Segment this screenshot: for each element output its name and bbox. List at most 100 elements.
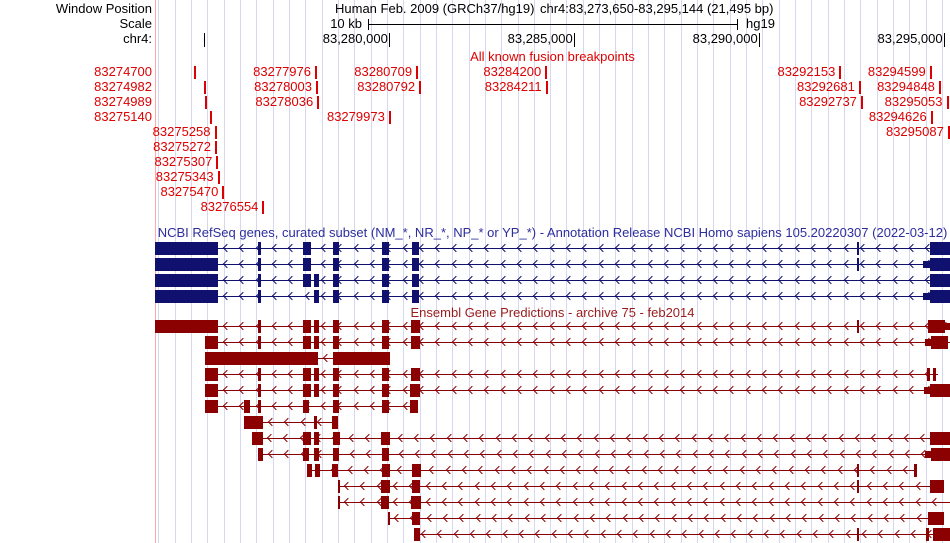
breakpoint-label[interactable]: 83294599 — [867, 64, 926, 79]
breakpoint-tick[interactable] — [215, 141, 217, 154]
breakpoint-tick[interactable] — [217, 171, 220, 184]
strand-arrow-left-icon — [637, 497, 647, 507]
breakpoint-label[interactable]: 83275470 — [160, 184, 219, 199]
strand-arrow-left-icon — [266, 433, 276, 443]
refseq-track-title[interactable]: NCBI RefSeq genes, curated subset (NM_*,… — [157, 225, 948, 240]
strand-arrow-left-icon — [605, 481, 614, 491]
exon-block — [412, 290, 419, 303]
breakpoint-label[interactable]: 83275307 — [154, 154, 213, 169]
breakpoint-tick[interactable] — [938, 81, 941, 94]
gridline — [599, 0, 601, 543]
breakpoint-label[interactable]: 83280709 — [354, 64, 413, 79]
strand-arrow-left-icon — [551, 529, 560, 539]
breakpoint-label[interactable]: 83292681 — [796, 79, 855, 94]
breakpoint-label[interactable]: 83278036 — [255, 94, 314, 109]
gridline — [501, 0, 503, 543]
exon-block — [303, 242, 311, 255]
breakpoint-label[interactable]: 83294848 — [877, 79, 935, 94]
breakpoint-label[interactable]: 83275258 — [152, 124, 211, 139]
breakpoint-tick[interactable] — [316, 81, 318, 94]
breakpoint-tick[interactable] — [545, 66, 548, 79]
breakpoint-tick[interactable] — [929, 66, 932, 79]
breakpoint-label[interactable]: 83284200 — [483, 64, 542, 79]
breakpoint-tick[interactable] — [315, 66, 317, 79]
strand-arrow-left-icon — [757, 449, 767, 459]
breakpoint-label[interactable]: 83295087 — [885, 124, 944, 139]
strand-arrow-left-icon — [507, 497, 516, 507]
breakpoint-label[interactable]: 83280792 — [357, 79, 416, 94]
exon-block — [857, 528, 859, 541]
breakpoint-tick[interactable] — [204, 96, 207, 109]
breakpoint-label[interactable]: 83275343 — [155, 169, 214, 184]
strand-arrow-left-icon — [731, 529, 740, 539]
exon-block — [928, 320, 945, 333]
breakpoint-tick[interactable] — [946, 96, 949, 109]
breakpoint-label[interactable]: 83294626 — [868, 109, 927, 124]
strand-arrow-left-icon — [348, 433, 357, 443]
strand-arrow-left-icon — [686, 481, 696, 491]
breakpoint-tick[interactable] — [858, 81, 861, 94]
exon-block — [930, 290, 950, 303]
breakpoint-label[interactable]: 83274982 — [94, 79, 152, 94]
breakpoints-track-title[interactable]: All known fusion breakpoints — [470, 49, 635, 64]
breakpoint-tick[interactable] — [388, 111, 391, 124]
breakpoint-label[interactable]: 83278003 — [254, 79, 312, 94]
breakpoint-tick[interactable] — [216, 156, 219, 169]
strand-arrow-left-icon — [267, 449, 277, 459]
breakpoint-tick[interactable] — [222, 186, 225, 199]
strand-arrow-left-icon — [442, 513, 452, 523]
breakpoint-label[interactable]: 83277976 — [253, 64, 311, 79]
breakpoint-label[interactable]: 83275272 — [153, 139, 211, 154]
breakpoint-tick[interactable] — [317, 96, 320, 109]
breakpoint-label[interactable]: 83275140 — [94, 109, 152, 124]
exon-block — [857, 320, 859, 333]
breakpoint-label[interactable]: 83274700 — [94, 64, 152, 79]
breakpoint-tick[interactable] — [860, 96, 863, 109]
breakpoint-tick[interactable] — [419, 81, 422, 94]
breakpoint-tick[interactable] — [214, 126, 217, 139]
breakpoint-tick[interactable] — [416, 66, 419, 79]
breakpoint-label[interactable]: 83295053 — [884, 94, 943, 109]
breakpoint-tick[interactable] — [204, 81, 207, 94]
strand-arrow-left-icon — [588, 497, 598, 507]
strand-arrow-left-icon — [621, 481, 630, 491]
strand-arrow-left-icon — [462, 433, 472, 443]
strand-arrow-left-icon — [818, 513, 827, 523]
strand-arrow-left-icon — [637, 481, 647, 491]
strand-arrow-left-icon — [397, 433, 406, 443]
exon-block — [412, 258, 419, 271]
exon-block — [155, 258, 218, 271]
exon-block — [333, 258, 339, 271]
breakpoint-tick[interactable] — [839, 66, 842, 79]
intron-line — [218, 247, 950, 249]
breakpoint-label[interactable]: 83276554 — [200, 199, 259, 214]
breakpoint-tick[interactable] — [947, 126, 950, 139]
strand-arrow-left-icon — [763, 529, 773, 539]
scale-bar — [368, 24, 738, 25]
exon-block — [155, 274, 218, 287]
exon-block — [333, 448, 339, 461]
strand-arrow-left-icon — [855, 449, 865, 459]
breakpoint-tick[interactable] — [193, 66, 196, 79]
exon-block — [931, 448, 950, 461]
breakpoint-label[interactable]: 83292153 — [777, 64, 836, 79]
breakpoint-tick[interactable] — [262, 201, 265, 214]
strand-arrow-left-icon — [610, 449, 620, 459]
breakpoint-tick[interactable] — [210, 111, 213, 124]
exon-block — [382, 258, 389, 271]
exon-block — [333, 368, 339, 381]
strand-arrow-left-icon — [723, 433, 733, 443]
strand-arrow-left-icon — [511, 433, 521, 443]
breakpoint-label[interactable]: 83284211 — [484, 79, 542, 94]
breakpoint-label[interactable]: 83292737 — [799, 94, 857, 109]
breakpoint-label[interactable]: 83274989 — [94, 94, 152, 109]
ensembl-track-title[interactable]: Ensembl Gene Predictions - archive 75 - … — [410, 305, 695, 320]
breakpoint-tick[interactable] — [545, 81, 548, 94]
strand-arrow-left-icon — [773, 449, 783, 459]
strand-arrow-left-icon — [769, 513, 778, 523]
breakpoint-tick[interactable] — [930, 111, 933, 124]
exon-block — [410, 400, 418, 413]
gridline — [321, 0, 323, 543]
strand-arrow-left-icon — [707, 433, 717, 443]
breakpoint-label[interactable]: 83279973 — [326, 109, 385, 124]
